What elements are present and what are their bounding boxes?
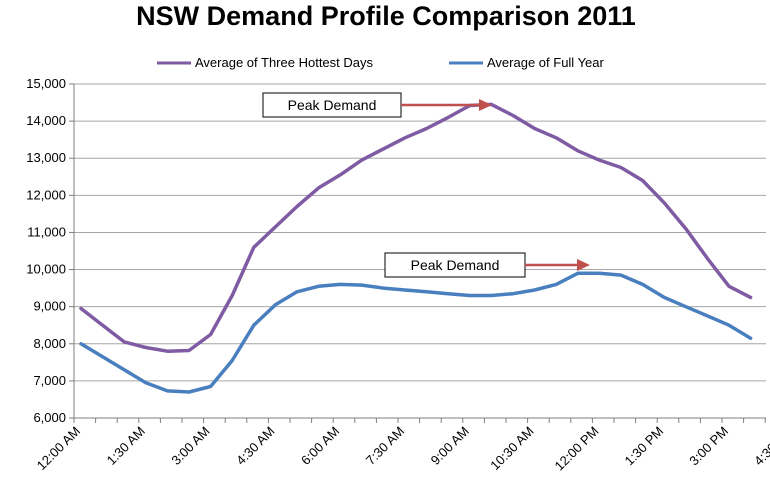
series-line-hottest-days bbox=[79, 102, 753, 353]
y-tick-label: 8,000 bbox=[33, 336, 66, 351]
y-tick-label: 10,000 bbox=[26, 262, 66, 277]
annotation-box bbox=[384, 252, 526, 278]
chart-title: NSW Demand Profile Comparison 2011 bbox=[136, 1, 636, 31]
annotation-label: Peak Demand bbox=[288, 97, 377, 113]
legend-label-full-year: Average of Full Year bbox=[487, 55, 605, 70]
x-tick-label: 12:00 AM bbox=[34, 424, 83, 473]
peak-annotation-hottest: Peak Demand bbox=[262, 92, 492, 118]
gridlines bbox=[74, 83, 766, 419]
x-tick-label: 1:30 AM bbox=[104, 424, 148, 468]
x-tick-label: 1:30 PM bbox=[621, 424, 666, 469]
y-tick-label: 12,000 bbox=[26, 187, 66, 202]
series-line-full-year bbox=[79, 271, 753, 394]
x-tick-label: 9:00 AM bbox=[428, 424, 472, 468]
x-tick-label: 3:00 AM bbox=[168, 424, 212, 468]
annotation-box bbox=[262, 92, 402, 118]
x-tick-label: 10:30 AM bbox=[487, 424, 536, 473]
y-tick-label: 11,000 bbox=[27, 224, 66, 239]
series-lines bbox=[79, 102, 753, 394]
x-tick-label: 3:00 PM bbox=[686, 424, 731, 469]
y-tick-label: 7,000 bbox=[33, 373, 66, 388]
legend: Average of Three Hottest Days Average of… bbox=[157, 55, 605, 70]
y-tick-label: 9,000 bbox=[33, 299, 66, 314]
y-tick-label: 15,000 bbox=[26, 76, 66, 91]
x-tick-label: 4:30 PM bbox=[751, 424, 770, 469]
x-tick-label: 4:30 AM bbox=[233, 424, 277, 468]
x-axis: 12:00 AM 1:30 AM 3:00 AM 4:30 AM 6:00 AM 7:30… bbox=[34, 417, 770, 474]
y-tick-label: 14,000 bbox=[26, 113, 66, 128]
y-axis: 6,000 7,000 8,000 9,000 10,000 11,000 12,000 13… bbox=[26, 76, 75, 425]
x-tick-label: 6:00 AM bbox=[298, 424, 342, 468]
annotation-label: Peak Demand bbox=[411, 257, 500, 273]
peak-annotation-full-year: Peak Demand bbox=[384, 252, 590, 278]
annotation-arrowhead bbox=[577, 259, 590, 271]
legend-label-hottest-days: Average of Three Hottest Days bbox=[195, 55, 374, 70]
y-tick-label: 6,000 bbox=[33, 410, 66, 425]
x-tick-label: 7:30 AM bbox=[363, 424, 407, 468]
x-tick-label: 12:00 PM bbox=[552, 424, 602, 474]
y-tick-label: 13,000 bbox=[26, 150, 66, 165]
annotation-arrowhead bbox=[479, 99, 492, 111]
